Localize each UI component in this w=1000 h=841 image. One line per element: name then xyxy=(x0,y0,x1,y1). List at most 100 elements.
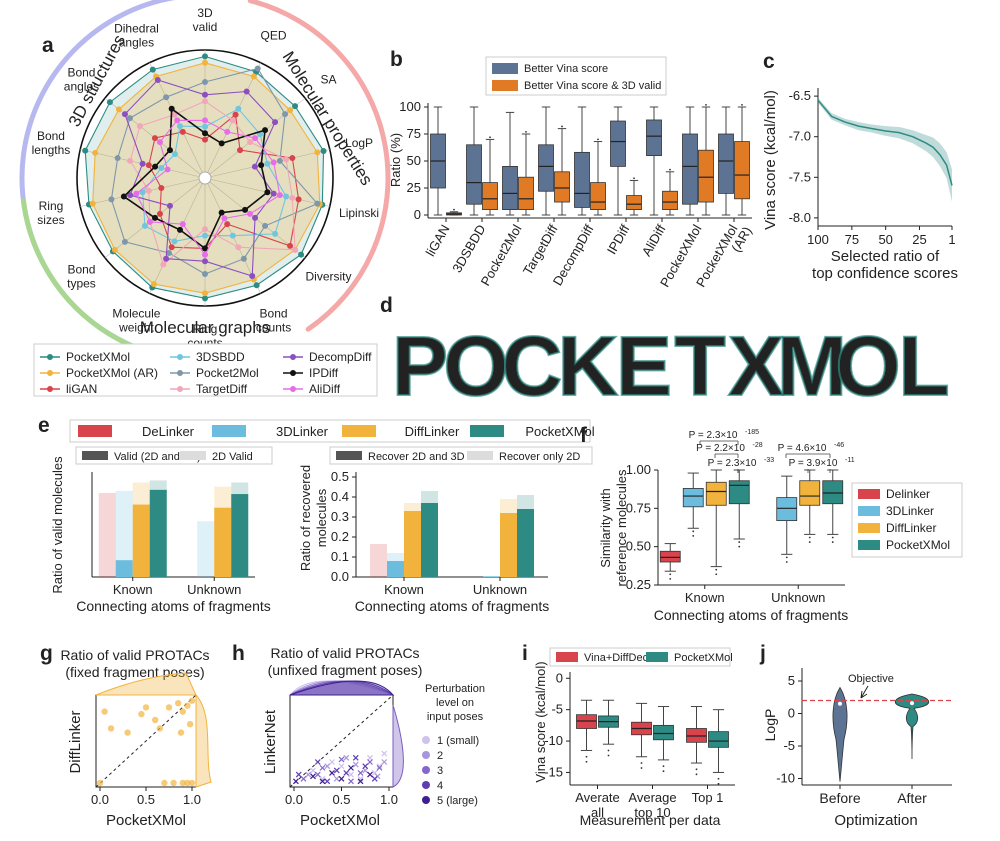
pvalue-exponent: -28 xyxy=(753,442,763,449)
group-arc-properties xyxy=(247,0,391,332)
radar-point xyxy=(149,66,156,73)
ylabel-f: Similarity with xyxy=(598,488,613,567)
radar-axis-label: Bond xyxy=(260,306,288,320)
molecule-letter: C xyxy=(502,319,563,413)
legend-e-swatch xyxy=(78,425,112,437)
radar-point xyxy=(276,157,283,164)
bar-e1-bar xyxy=(115,560,133,577)
scatter-h-point xyxy=(381,759,388,765)
radar-point xyxy=(145,162,152,169)
legend-e-swatch xyxy=(470,425,504,437)
violin-after xyxy=(894,693,930,760)
violin-j-ytick-label: -5 xyxy=(783,738,795,753)
radar-axis-label: Lipinski xyxy=(339,206,379,220)
pvalue-exponent: -46 xyxy=(834,442,844,449)
radar-point xyxy=(177,226,184,233)
radar-legend: PocketXMol PocketXMol (AR) liGAN 3DSBDD Pock… xyxy=(33,343,378,397)
scatter-h-point xyxy=(367,754,373,761)
box-f-3 xyxy=(728,469,750,548)
radar-point xyxy=(218,140,225,147)
legend-label: liGAN xyxy=(66,382,97,396)
scatter-g-marginal-x xyxy=(95,672,197,696)
legend-b-swatch xyxy=(492,63,518,74)
scatter-h-point xyxy=(367,759,373,765)
radar-point xyxy=(89,200,96,207)
legend-marker xyxy=(177,386,183,392)
box-i-0-box xyxy=(576,714,597,729)
radar-point xyxy=(152,163,159,170)
legend-h-title: Perturbation xyxy=(425,683,485,695)
group-label-graphs: Molecular graphs xyxy=(140,318,270,337)
box-b-0 xyxy=(538,106,554,216)
radar-point xyxy=(270,159,277,166)
legend-label: IPDiff xyxy=(309,366,339,380)
xlabel-i: Measurement per data xyxy=(580,812,721,828)
legend-e-swatch xyxy=(342,425,376,437)
xtick-label-b: 3DSBDD xyxy=(449,222,488,275)
box-i-1-outlier xyxy=(607,754,610,757)
xtick-label-i: all xyxy=(591,805,604,820)
radar-axis-label: Bond xyxy=(37,129,65,143)
box-i-1 xyxy=(598,699,619,757)
xtick-label-b: liGAN xyxy=(423,222,453,259)
ylabel-i: Vina score (kcal/mol) xyxy=(533,661,548,782)
xtick-label-g: 0.5 xyxy=(137,792,155,807)
box-i-0-outlier xyxy=(585,760,588,763)
box-f-1 xyxy=(776,475,798,563)
legend-e-label: DeLinker xyxy=(142,424,195,439)
bar-e1-xtick-label: Known xyxy=(113,582,153,597)
box-f-2 xyxy=(705,469,727,576)
scatter-g-point xyxy=(124,729,131,736)
radar-point xyxy=(127,192,134,199)
scatter-g-point xyxy=(152,716,159,724)
radar-point xyxy=(164,166,171,173)
scatter-h-point xyxy=(329,759,335,765)
radar-point xyxy=(166,147,173,154)
radar-point xyxy=(168,244,175,251)
bar-e2-bar xyxy=(517,509,534,577)
xtick-label-h: 0.0 xyxy=(285,792,303,807)
box-f-1-box xyxy=(682,487,704,508)
box-i-0-box xyxy=(686,728,707,743)
legend-marker xyxy=(290,386,296,392)
box-i-0 xyxy=(631,702,652,769)
molecule-letter: P xyxy=(392,319,448,413)
box-b-1 xyxy=(662,168,678,216)
radar-point xyxy=(202,98,208,105)
legend-i-swatch xyxy=(556,652,578,662)
radar-point xyxy=(158,165,165,172)
legend-h-label: 4 xyxy=(437,780,443,792)
scatter-h-point xyxy=(333,767,340,774)
pvalue-exponent: -11 xyxy=(845,457,855,464)
legend-h-marker xyxy=(422,796,430,804)
scatter-h-point xyxy=(300,775,307,782)
scatter-h-point xyxy=(314,759,321,765)
legend-label: AliDiff xyxy=(309,382,341,396)
bar-e1-bar xyxy=(149,489,167,577)
legend-h-marker xyxy=(422,751,430,759)
scatter-g-point xyxy=(101,708,108,715)
radar-axis-label: counts xyxy=(256,320,291,334)
box-b-1 xyxy=(698,103,714,216)
scatter-g-point xyxy=(188,697,196,704)
box-b-1-box xyxy=(518,176,534,210)
xtick-label-f: Known xyxy=(685,590,725,605)
radar-point xyxy=(202,290,208,297)
scatter-h-point xyxy=(367,771,373,778)
radar-point xyxy=(287,242,294,249)
radar-point xyxy=(202,245,208,252)
bar-e2-xtick-label: Unknown xyxy=(473,582,527,597)
radar-point xyxy=(202,117,208,124)
radar-point xyxy=(145,187,152,194)
radar-point xyxy=(224,221,231,228)
bar-e1-xlabel: Connecting atoms of fragments xyxy=(76,598,271,614)
violin-median xyxy=(910,701,914,706)
box-b-1-box xyxy=(482,182,498,211)
molecule-letter: T xyxy=(674,319,725,413)
radar-point xyxy=(202,251,208,258)
radar-point xyxy=(240,255,247,262)
legend-frame xyxy=(33,343,378,397)
scatter-g-point xyxy=(156,725,163,732)
xlabel-f: Connecting atoms of fragments xyxy=(654,607,849,623)
